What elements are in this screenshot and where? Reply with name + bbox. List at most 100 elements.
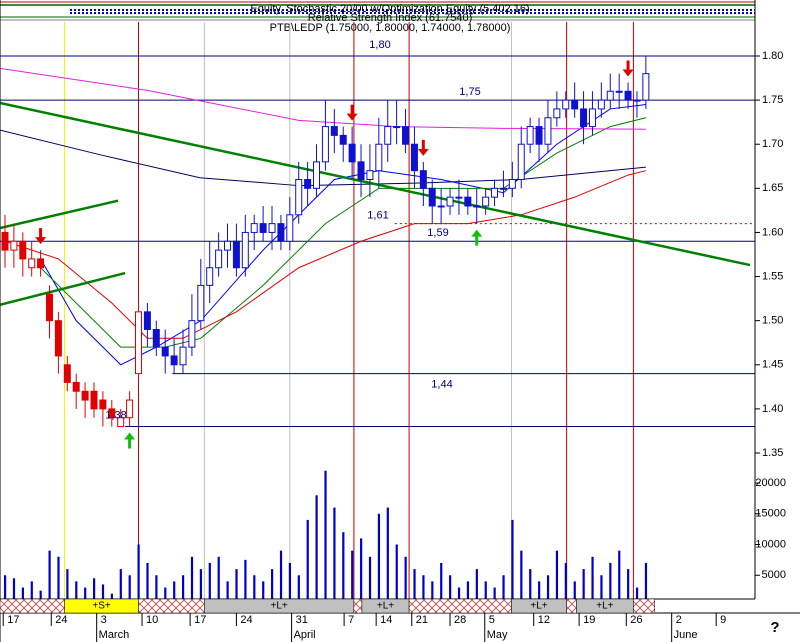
volume-bar: [92, 578, 96, 599]
volume-bar: [555, 550, 559, 599]
volume-bar: [315, 495, 318, 599]
x-tick-label: 17: [194, 614, 206, 626]
volume-bar: [360, 538, 363, 599]
volume-bar: [297, 575, 300, 599]
signal-band: [633, 598, 656, 614]
band-label: +L+: [271, 601, 288, 612]
volume-bar: [600, 575, 603, 599]
volume-bar: [591, 556, 594, 599]
sell-signal: [346, 104, 358, 121]
y-tick-label: 1.50: [762, 315, 783, 327]
volume-tick-label: 20000: [755, 477, 786, 489]
volume-bar: [21, 587, 24, 599]
candle-body: [446, 196, 454, 207]
volume-bar: [466, 581, 470, 599]
volume-bar: [244, 559, 247, 599]
candle-body: [526, 126, 534, 145]
candle-body: [188, 320, 196, 348]
candle-body: [464, 196, 472, 207]
volume-bar: [538, 581, 541, 599]
x-tick-label: 26: [630, 614, 642, 626]
volume-bar: [271, 569, 274, 599]
candle-body: [571, 99, 579, 110]
candle-body: [633, 99, 641, 102]
x-tick-label: 31: [296, 614, 308, 626]
header-line: Equity, Stochastic 20/00 w/Optimization …: [250, 3, 529, 15]
candle-body: [241, 231, 249, 269]
volume-bar: [395, 544, 398, 599]
moving-average: [40, 104, 646, 366]
x-tick-label: 2: [676, 614, 682, 626]
candle-body: [508, 179, 516, 189]
candle-body: [1, 231, 9, 251]
volume-bar: [110, 593, 113, 599]
y-tick-label: 1.75: [762, 94, 783, 106]
volume-bar: [377, 513, 381, 599]
trend-line: [0, 271, 126, 306]
level-label: 1,59: [427, 227, 448, 239]
volume-bar: [609, 562, 612, 599]
volume-bar: [262, 581, 265, 599]
volume-bar: [457, 587, 461, 599]
volume-bar: [635, 587, 639, 599]
candle-body: [232, 240, 240, 269]
candle-body: [348, 143, 356, 163]
volume-bar: [324, 470, 327, 599]
volume-bar: [235, 569, 238, 599]
candle-body: [437, 205, 445, 208]
volume-bar: [146, 562, 149, 599]
volume-bar: [101, 584, 105, 599]
candle-body: [375, 143, 383, 172]
candle-body: [259, 223, 267, 233]
volume-bar: [128, 575, 131, 599]
candle-body: [143, 311, 151, 330]
volume-bar: [529, 569, 532, 599]
help-icon[interactable]: ?: [770, 619, 779, 636]
x-tick-label: 19: [583, 614, 595, 626]
candle-body: [428, 187, 436, 207]
volume-bar: [3, 575, 7, 599]
candle-body: [45, 293, 53, 322]
candle-body: [597, 99, 605, 110]
y-tick-label: 1.55: [762, 270, 783, 282]
chart-title: PTB\LEDP (1.75000, 1.80000, 1.74000, 1.7…: [270, 22, 511, 34]
candle-body: [419, 170, 427, 189]
volume-bar: [182, 575, 185, 599]
candle-body: [286, 214, 294, 242]
volume-bar: [502, 575, 505, 599]
volume-bar: [422, 575, 425, 599]
candle-body: [580, 108, 588, 128]
candle-body: [553, 108, 561, 119]
volume-bar: [57, 556, 60, 599]
volume-bar: [440, 562, 443, 599]
candle-body: [588, 108, 596, 128]
candle-body: [339, 134, 347, 145]
candle-body: [161, 346, 169, 357]
signal-band: [0, 598, 65, 614]
candle-body: [499, 187, 507, 190]
band-label: +L+: [530, 601, 547, 612]
volume-bar: [253, 575, 256, 599]
band-label: +S+: [92, 601, 111, 612]
candle-body: [72, 381, 80, 392]
candle-body: [491, 187, 499, 198]
level-label: 1,38: [105, 409, 126, 421]
y-tick-label: 1.70: [762, 138, 783, 150]
y-tick-label: 1.80: [762, 50, 783, 62]
signal-band: [353, 598, 363, 614]
header-line: Relative Strength Index (61.7540): [308, 12, 473, 24]
candle-body: [295, 179, 303, 216]
volume-bar: [493, 587, 496, 599]
month-label: March: [99, 629, 130, 641]
y-tick-label: 1.45: [762, 359, 783, 371]
volume-bar: [520, 550, 523, 599]
x-tick-label: 9: [720, 614, 726, 626]
candle-body: [357, 161, 365, 181]
candle-body: [455, 196, 463, 199]
y-tick-label: 1.60: [762, 226, 783, 238]
level-label: 1,80: [369, 39, 390, 51]
x-tick-label: 10: [146, 614, 158, 626]
volume-bar: [279, 550, 283, 599]
candle-body: [63, 364, 71, 383]
